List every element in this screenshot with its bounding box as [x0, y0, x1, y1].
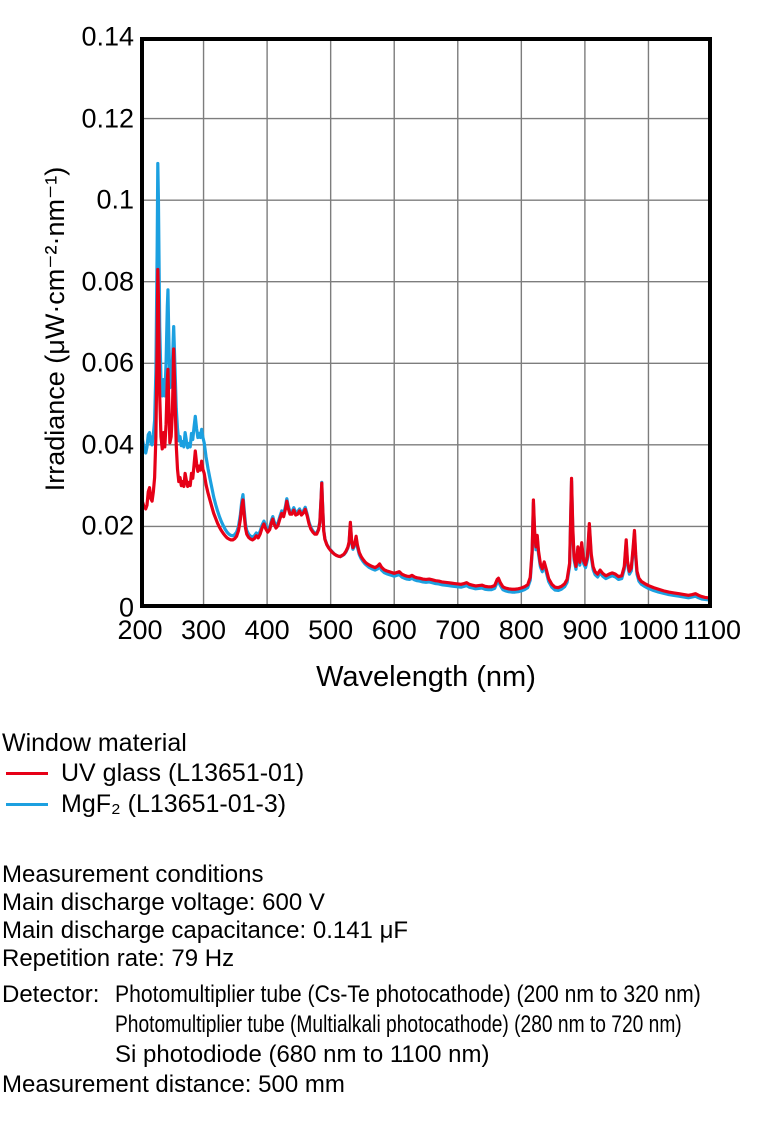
condition-capacitance: Main discharge capacitance: 0.141 μF	[2, 917, 409, 944]
condition-voltage: Main discharge voltage: 600 V	[2, 889, 325, 916]
y-tick-label: 0.02	[81, 510, 134, 541]
x-axis-title: Wavelength (nm)	[316, 661, 536, 693]
detector-row-2: Photomultiplier tube (Multialkali photoc…	[2, 1010, 768, 1040]
legend-title: Window material	[2, 729, 187, 757]
conditions-title: Measurement conditions	[2, 861, 264, 888]
y-tick-label: 0.1	[96, 184, 134, 215]
detector-value-3: Si photodiode (680 nm to 1100 nm)	[115, 1041, 490, 1068]
x-tick-label: 800	[498, 615, 544, 645]
y-tick-label: 0.14	[81, 21, 134, 52]
detector-value-2: Photomultiplier tube (Multialkali photoc…	[115, 1011, 682, 1038]
x-tick-label: 600	[371, 615, 417, 645]
detector-row-3: Si photodiode (680 nm to 1100 nm)	[2, 1040, 768, 1070]
y-tick-label: 0.12	[81, 103, 134, 134]
x-tick-label: 300	[181, 615, 227, 645]
y-tick-label: 0.04	[81, 429, 134, 460]
condition-detector: Detector: Photomultiplier tube (Cs-Te pho…	[2, 980, 768, 1100]
irradiance-chart: Irradiance (μW·cm⁻²·nm⁻¹) 0 0.02 0.04 0.06 0…	[40, 21, 742, 694]
legend: Window material UV glass (L13651-01) MgF…	[2, 729, 304, 820]
y-tick-label: 0.06	[81, 347, 134, 378]
y-axis-title: Irradiance (μW·cm⁻²·nm⁻¹)	[40, 166, 70, 492]
mgf2-line-swatch	[6, 803, 48, 806]
legend-item-mgf2: MgF₂ (L13651-01-3)	[2, 789, 304, 820]
condition-repetition: Repetition rate: 79 Hz	[2, 945, 235, 972]
legend-item-uv-glass: UV glass (L13651-01)	[2, 758, 304, 789]
condition-distance: Measurement distance: 500 mm	[2, 1071, 345, 1098]
x-tick-label: 1000	[618, 615, 679, 645]
x-tick-label: 900	[562, 615, 608, 645]
legend-label-uv-glass: UV glass (L13651-01)	[61, 759, 305, 787]
x-tick-label: 700	[435, 615, 481, 645]
plot-frame	[140, 37, 712, 608]
legend-label-mgf2: MgF₂ (L13651-01-3)	[61, 790, 287, 818]
measurement-conditions: Measurement conditions Main discharge vo…	[2, 861, 768, 1100]
uv-glass-line-swatch	[6, 772, 48, 775]
series-line	[140, 267, 712, 600]
x-tick-label: 200	[117, 615, 163, 645]
detector-label: Detector:	[2, 981, 100, 1008]
detector-row-1: Detector: Photomultiplier tube (Cs-Te pho…	[2, 980, 768, 1010]
x-tick-label: 400	[244, 615, 290, 645]
y-tick-label: 0	[118, 592, 134, 623]
x-tick-label: 500	[308, 615, 354, 645]
plot-area	[140, 37, 712, 608]
detector-value-1: Photomultiplier tube (Cs-Te photocathode…	[115, 981, 701, 1008]
y-tick-label: 0.08	[81, 266, 134, 297]
x-tick-label: 1100	[682, 615, 742, 645]
